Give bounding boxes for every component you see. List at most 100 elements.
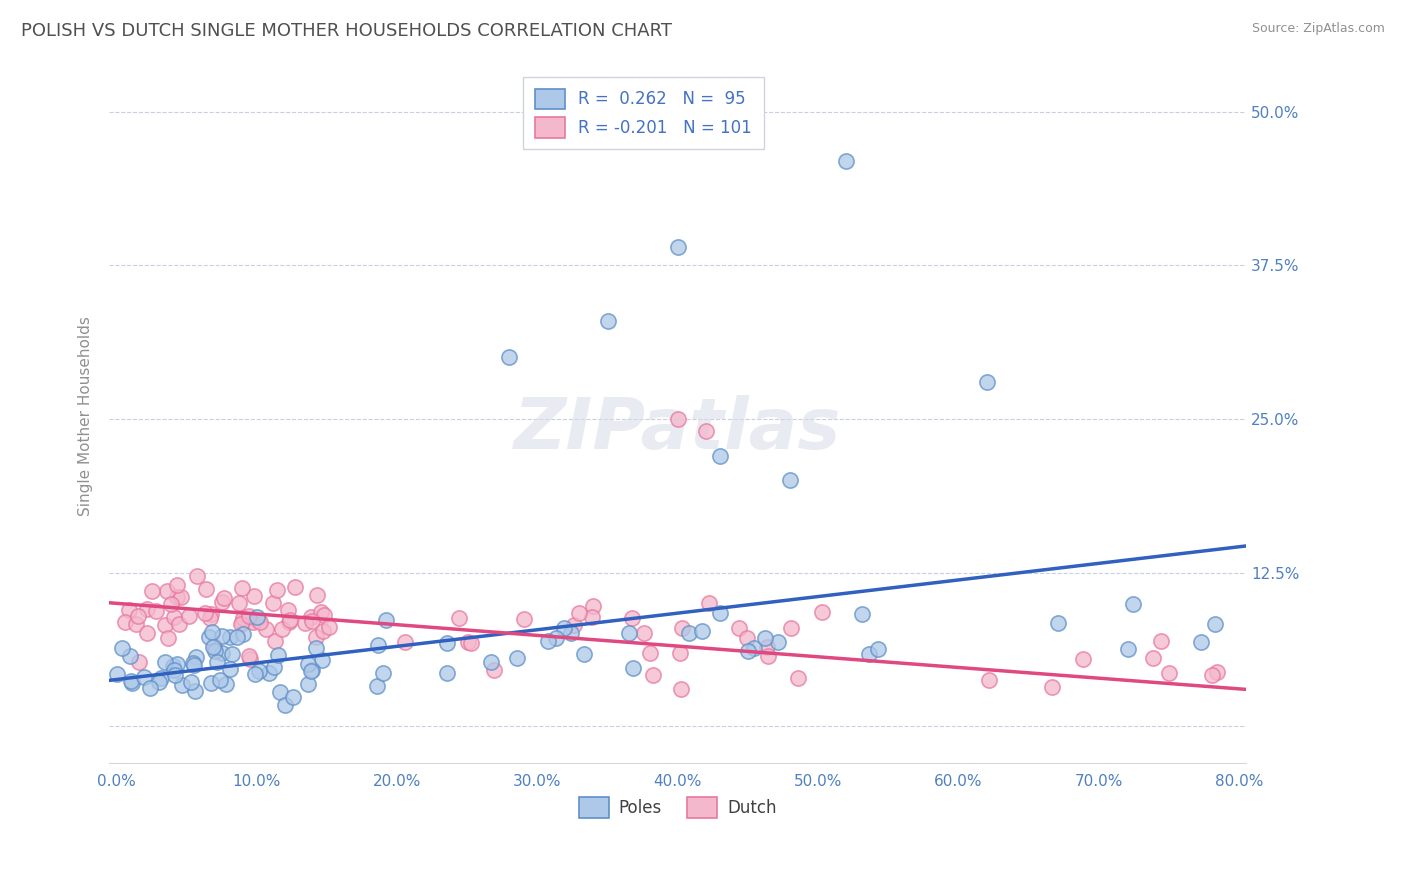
Point — [666, 412, 689, 426]
Point — [239, 652, 262, 666]
Point — [242, 615, 264, 629]
Point — [479, 656, 502, 670]
Point — [1142, 650, 1164, 665]
Point — [277, 615, 299, 630]
Point — [263, 634, 285, 648]
Point — [139, 681, 162, 696]
Point — [581, 599, 603, 613]
Point — [166, 578, 188, 592]
Point — [218, 630, 240, 644]
Point — [214, 591, 236, 605]
Point — [163, 663, 186, 677]
Point — [148, 674, 170, 689]
Text: POLISH VS DUTCH SINGLE MOTHER HOUSEHOLDS CORRELATION CHART: POLISH VS DUTCH SINGLE MOTHER HOUSEHOLDS… — [21, 22, 672, 40]
Point — [205, 655, 228, 669]
Point — [194, 582, 217, 597]
Point — [118, 603, 141, 617]
Point — [537, 633, 560, 648]
Point — [671, 621, 693, 635]
Point — [228, 595, 250, 609]
Point — [179, 608, 201, 623]
Point — [297, 677, 319, 691]
Point — [1206, 665, 1229, 679]
Point — [513, 611, 536, 625]
Point — [246, 613, 269, 627]
Point — [1071, 652, 1094, 666]
Point — [666, 240, 689, 254]
Point — [562, 618, 585, 632]
Point — [215, 677, 238, 691]
Point — [197, 631, 219, 645]
Point — [318, 619, 340, 633]
Point — [596, 313, 619, 327]
Point — [301, 663, 323, 677]
Point — [1201, 668, 1223, 682]
Point — [183, 657, 205, 672]
Point — [202, 639, 225, 653]
Point — [811, 606, 834, 620]
Point — [309, 605, 332, 619]
Point — [166, 657, 188, 671]
Point — [267, 648, 290, 662]
Point — [204, 644, 226, 658]
Point — [231, 617, 253, 632]
Point — [262, 596, 284, 610]
Point — [266, 583, 288, 598]
Point — [780, 621, 803, 635]
Point — [162, 658, 184, 673]
Point — [170, 590, 193, 604]
Point — [1150, 633, 1173, 648]
Point — [238, 648, 260, 663]
Point — [305, 641, 328, 656]
Point — [643, 668, 665, 682]
Point — [211, 629, 233, 643]
Point — [460, 635, 482, 649]
Point — [232, 611, 254, 625]
Point — [299, 609, 322, 624]
Point — [134, 670, 156, 684]
Point — [768, 635, 790, 649]
Point — [367, 638, 389, 652]
Point — [1157, 666, 1180, 681]
Point — [1047, 615, 1070, 630]
Text: Source: ZipAtlas.com: Source: ZipAtlas.com — [1251, 22, 1385, 36]
Point — [156, 583, 179, 598]
Y-axis label: Single Mother Households: Single Mother Households — [79, 316, 93, 516]
Point — [200, 607, 222, 621]
Point — [136, 626, 159, 640]
Point — [194, 606, 217, 620]
Point — [574, 647, 596, 661]
Point — [436, 665, 458, 680]
Point — [619, 625, 641, 640]
Point — [172, 678, 194, 692]
Point — [858, 647, 880, 661]
Point — [128, 655, 150, 669]
Point — [297, 657, 319, 671]
Point — [274, 698, 297, 712]
Point — [1122, 597, 1144, 611]
Point — [201, 625, 224, 640]
Point — [482, 663, 505, 677]
Point — [120, 673, 142, 688]
Point — [1040, 680, 1063, 694]
Point — [249, 615, 271, 629]
Point — [678, 626, 700, 640]
Point — [232, 627, 254, 641]
Point — [851, 607, 873, 621]
Point — [157, 632, 180, 646]
Point — [163, 610, 186, 624]
Point — [1189, 634, 1212, 648]
Point — [247, 665, 270, 679]
Point — [366, 679, 388, 693]
Point — [568, 606, 591, 620]
Point — [221, 647, 243, 661]
Point — [211, 647, 233, 661]
Point — [560, 625, 582, 640]
Point — [299, 665, 322, 679]
Point — [669, 681, 692, 696]
Point — [621, 611, 644, 625]
Point — [270, 622, 292, 636]
Point — [727, 621, 749, 635]
Point — [208, 673, 231, 688]
Point — [979, 673, 1001, 688]
